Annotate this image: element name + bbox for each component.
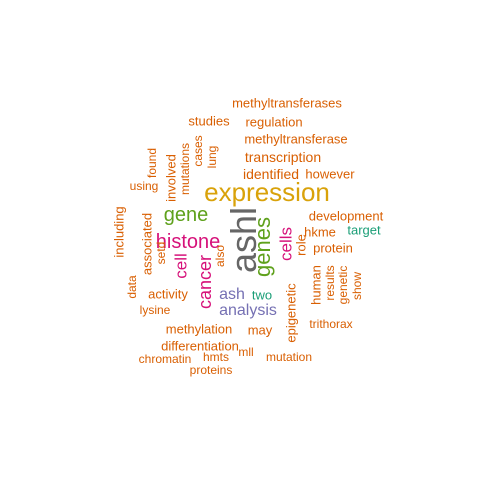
word-target: target (347, 222, 381, 238)
word-results: results (323, 265, 337, 301)
word-cells: cells (276, 226, 296, 262)
word-expression: expression (204, 177, 330, 207)
word-genes: genes (250, 217, 275, 277)
word-associated: associated (139, 212, 155, 276)
word-activity: activity (148, 286, 188, 302)
word-hmts: hmts (202, 350, 230, 364)
word-may: may (247, 322, 273, 338)
word-trithorax: trithorax (309, 317, 353, 331)
word-regulation: regulation (245, 114, 303, 130)
word-data: data (125, 275, 139, 299)
word-involved: involved (163, 154, 179, 202)
word-identified: identified (242, 166, 300, 182)
word-including: including (111, 206, 127, 258)
word-role: role (293, 234, 309, 256)
word-cases: cases (191, 135, 205, 167)
word-development: development (308, 208, 384, 224)
word-mutations: mutations (178, 142, 192, 196)
word-histone: histone (155, 231, 221, 253)
word-analysis: analysis (219, 302, 277, 319)
word-using: using (129, 179, 159, 193)
word-gene: gene (163, 204, 209, 226)
word-differentiation: differentiation (161, 338, 239, 354)
word-protein: protein (313, 240, 353, 256)
word-epigenetic: epigenetic (283, 283, 299, 343)
word-methyltransferase: methyltransferase (244, 131, 348, 147)
word-hkme: hkme (304, 224, 336, 240)
word-studies: studies (188, 113, 230, 129)
word-transcription: transcription (244, 149, 322, 165)
word-genetic: genetic (336, 265, 350, 305)
word-two: two (251, 287, 273, 303)
word-methylation: methylation (165, 321, 233, 337)
word-human: human (308, 265, 324, 305)
word-cell: cell (171, 253, 191, 279)
word-show: show (350, 271, 364, 301)
word-lung: lung (205, 145, 219, 169)
word-ash: ash (219, 286, 245, 303)
word-mutation: mutation (265, 350, 313, 364)
word-lysine: lysine (139, 303, 171, 317)
word-however: however (305, 166, 355, 182)
word-mll: mll (238, 345, 254, 359)
word-proteins: proteins (189, 363, 233, 377)
word-also: also (213, 244, 227, 268)
word-methyltransferases: methyltransferases (232, 95, 342, 111)
word-setd: setd (154, 241, 168, 265)
word-cancer: cancer (195, 254, 215, 310)
word-found: found (145, 147, 159, 179)
word-chromatin: chromatin (138, 352, 192, 366)
